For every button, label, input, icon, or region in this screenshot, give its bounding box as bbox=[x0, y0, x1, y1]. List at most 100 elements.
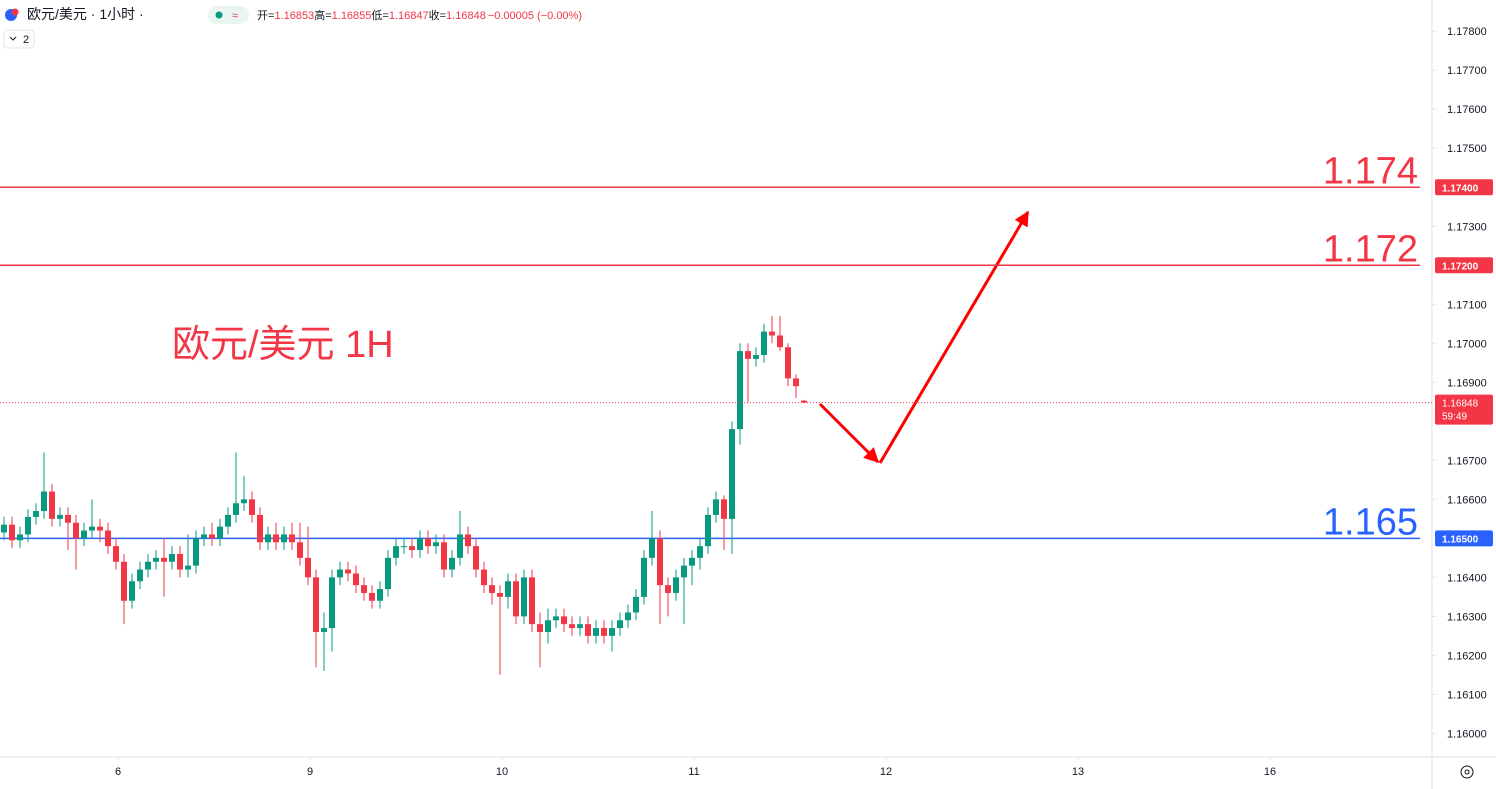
candle-body bbox=[305, 557, 311, 578]
candle-body bbox=[409, 546, 415, 551]
symbol-icon bbox=[5, 8, 19, 21]
annotation: 欧元/美元 1H bbox=[172, 324, 394, 366]
x-tick-label: 16 bbox=[1264, 766, 1276, 778]
candle-body bbox=[177, 553, 183, 570]
candle-body bbox=[561, 616, 567, 625]
candle-body bbox=[617, 620, 623, 629]
y-tick-label: 1.16100 bbox=[1447, 689, 1487, 701]
candle-body bbox=[425, 538, 431, 547]
settings-icon[interactable] bbox=[1460, 765, 1474, 779]
x-tick-label: 13 bbox=[1072, 766, 1084, 778]
candle-body bbox=[753, 354, 759, 359]
candle-body bbox=[513, 581, 519, 617]
x-tick-label: 9 bbox=[307, 766, 313, 778]
y-tick-label: 1.17500 bbox=[1447, 143, 1487, 155]
x-tick-label: 11 bbox=[688, 766, 699, 778]
candle-body bbox=[137, 569, 143, 582]
candle-body bbox=[585, 624, 591, 636]
candle-body bbox=[625, 612, 631, 621]
candle-body bbox=[1, 524, 7, 533]
status-pill[interactable] bbox=[208, 6, 249, 24]
candle-body bbox=[553, 616, 559, 621]
level-label: 1.174 bbox=[1323, 150, 1418, 192]
candle-body bbox=[113, 546, 119, 562]
candle-body bbox=[433, 542, 439, 547]
candle-body bbox=[385, 557, 391, 590]
candle-body bbox=[473, 546, 479, 570]
x-tick-label: 6 bbox=[115, 766, 121, 778]
candle-body bbox=[105, 530, 111, 547]
candle-body bbox=[193, 538, 199, 566]
candle-body bbox=[377, 589, 383, 601]
ohlc-legend: 开=1.16853高=1.16855低=1.16847收=1.16848 −0.0… bbox=[257, 8, 582, 22]
candle-body bbox=[633, 596, 639, 613]
candle-body bbox=[273, 534, 279, 543]
candle-body bbox=[265, 534, 271, 543]
x-tick-label: 12 bbox=[880, 766, 892, 778]
candle-body bbox=[721, 499, 727, 519]
candle-body bbox=[793, 378, 799, 387]
candle-body bbox=[505, 581, 511, 597]
candle-body bbox=[673, 577, 679, 593]
candle-body bbox=[25, 516, 31, 535]
price-tag-label: 1.17200 bbox=[1442, 261, 1479, 272]
candle-body bbox=[497, 592, 503, 597]
candle-body bbox=[81, 530, 87, 539]
candle-body bbox=[345, 569, 351, 574]
candle-body bbox=[361, 585, 367, 593]
candle-body bbox=[769, 331, 775, 336]
y-tick-label: 1.16900 bbox=[1447, 377, 1487, 389]
ohlc-label: 开= bbox=[257, 10, 274, 22]
candle-body bbox=[657, 538, 663, 586]
ohlc-value: 1.16848 bbox=[446, 10, 486, 22]
chevron bbox=[9, 36, 17, 41]
y-tick-label: 1.17300 bbox=[1447, 221, 1487, 233]
candle-body bbox=[489, 585, 495, 593]
ohlc-value: 1.16853 bbox=[274, 10, 314, 22]
countdown: 59:49 bbox=[1442, 412, 1467, 423]
candle-body bbox=[257, 514, 263, 543]
candle-body bbox=[185, 565, 191, 570]
candle-body bbox=[241, 499, 247, 504]
candle-body bbox=[529, 577, 535, 625]
candle-body bbox=[289, 534, 295, 543]
candle-body bbox=[785, 347, 791, 379]
y-tick-label: 1.16400 bbox=[1447, 572, 1487, 584]
status-icon: ≈ bbox=[232, 10, 238, 22]
price-tag-label: 1.16848 bbox=[1442, 399, 1479, 410]
ohlc-label: 低= bbox=[371, 9, 388, 22]
candle-body bbox=[9, 524, 15, 541]
candle-body bbox=[681, 565, 687, 578]
candle-body bbox=[97, 526, 103, 531]
level-label: 1.165 bbox=[1323, 501, 1418, 543]
y-tick-label: 1.16200 bbox=[1447, 650, 1487, 662]
y-tick-label: 1.16700 bbox=[1447, 455, 1487, 467]
candle-body bbox=[281, 534, 287, 543]
y-tick-label: 1.16600 bbox=[1447, 494, 1487, 506]
y-tick-label: 1.16300 bbox=[1447, 611, 1487, 623]
candle-body bbox=[89, 526, 95, 531]
candle-body bbox=[521, 577, 527, 617]
candle-body bbox=[801, 400, 807, 403]
candle-body bbox=[321, 628, 327, 632]
candle-body bbox=[65, 514, 71, 523]
candle-body bbox=[33, 511, 39, 517]
candle-body bbox=[777, 335, 783, 348]
price-tag-label: 1.16500 bbox=[1442, 534, 1479, 545]
candle-body bbox=[689, 557, 695, 566]
candle-body bbox=[129, 581, 135, 601]
candle-body bbox=[457, 534, 463, 558]
candle-body bbox=[705, 514, 711, 547]
candle-body bbox=[449, 557, 455, 570]
candle-body bbox=[161, 557, 167, 562]
candle-body bbox=[17, 534, 23, 541]
ohlc-label: 高= bbox=[314, 8, 331, 22]
ohlc-label: 收= bbox=[429, 8, 446, 22]
candle-body bbox=[417, 538, 423, 551]
candle-body bbox=[465, 534, 471, 547]
candle-body bbox=[209, 534, 215, 539]
y-tick-label: 1.17000 bbox=[1447, 338, 1487, 350]
y-tick-label: 1.17100 bbox=[1447, 299, 1487, 311]
indicator-toggle[interactable] bbox=[3, 29, 35, 49]
candle-body bbox=[329, 577, 335, 629]
